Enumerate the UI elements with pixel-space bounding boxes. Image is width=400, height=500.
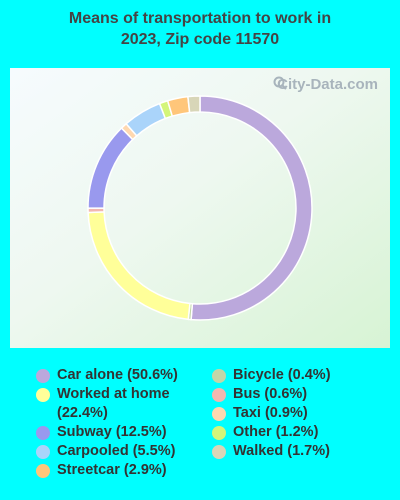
legend-swatch bbox=[212, 388, 226, 402]
slice-carpooled bbox=[125, 102, 167, 137]
legend-label: Taxi (0.9%) bbox=[233, 405, 308, 421]
watermark: City-Data.com bbox=[273, 76, 378, 93]
legend-label: Walked (1.7%) bbox=[233, 443, 330, 459]
legend-item: Subway (12.5%) bbox=[36, 423, 211, 442]
watermark-text: City-Data.com bbox=[277, 76, 378, 93]
legend-item: Worked at home (22.4%) bbox=[36, 385, 211, 423]
legend-label: Streetcar (2.9%) bbox=[57, 462, 167, 478]
legend-item: Streetcar (2.9%) bbox=[36, 461, 211, 480]
chart-title: Means of transportation to work in 2023,… bbox=[0, 8, 400, 50]
slice-walked bbox=[187, 95, 201, 114]
legend-label: Car alone (50.6%) bbox=[57, 367, 178, 383]
donut-chart bbox=[87, 95, 313, 321]
legend-label: Other (1.2%) bbox=[233, 424, 319, 440]
legend-item: Walked (1.7%) bbox=[212, 442, 392, 461]
legend-swatch bbox=[212, 407, 226, 421]
chart-title-line-1: Means of transportation to work in bbox=[68, 10, 332, 27]
legend-item: Bus (0.6%) bbox=[212, 385, 392, 404]
chart-title-line-2: 2023, Zip code 11570 bbox=[120, 31, 280, 48]
legend-swatch bbox=[36, 445, 50, 459]
slice-streetcar bbox=[166, 95, 191, 118]
legend-item: Carpooled (5.5%) bbox=[36, 442, 211, 461]
legend-item: Taxi (0.9%) bbox=[212, 404, 392, 423]
legend-swatch bbox=[36, 369, 50, 383]
slice-car-alone bbox=[190, 95, 313, 321]
legend-item: Car alone (50.6%) bbox=[36, 366, 211, 385]
legend-right: Bicycle (0.4%) Bus (0.6%) Taxi (0.9%) Other… bbox=[212, 366, 392, 461]
legend-swatch bbox=[36, 426, 50, 440]
slice-worked-at-home bbox=[87, 211, 191, 321]
legend-swatch bbox=[212, 445, 226, 459]
legend-swatch bbox=[212, 369, 226, 383]
legend-label: Worked at home (22.4%) bbox=[57, 386, 170, 421]
legend-label: Subway (12.5%) bbox=[57, 424, 167, 440]
legend-left: Car alone (50.6%) Worked at home (22.4%) S… bbox=[36, 366, 211, 480]
legend-swatch bbox=[212, 426, 226, 440]
legend-item: Bicycle (0.4%) bbox=[212, 366, 392, 385]
legend-label: Bicycle (0.4%) bbox=[233, 367, 331, 383]
plot-area: City-Data.com bbox=[10, 68, 390, 348]
legend-item: Other (1.2%) bbox=[212, 423, 392, 442]
legend-label: Bus (0.6%) bbox=[233, 386, 308, 402]
legend-swatch bbox=[36, 464, 50, 478]
slice-subway bbox=[87, 127, 134, 209]
legend-swatch bbox=[36, 388, 50, 402]
legend-label: Carpooled (5.5%) bbox=[57, 443, 176, 459]
